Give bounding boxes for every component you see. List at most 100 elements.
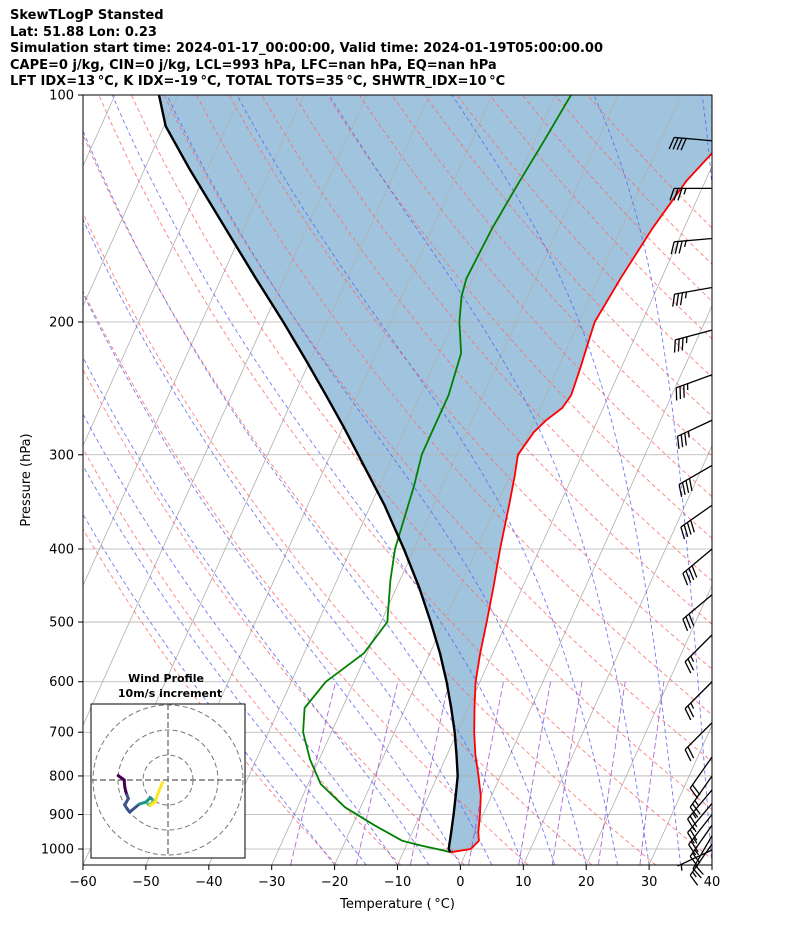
wind-barb-shaft <box>682 594 713 620</box>
isotherm-line <box>522 444 712 865</box>
wind-barb <box>682 594 713 632</box>
wind-barb-half-flag <box>690 655 695 663</box>
x-tick-label: 10 <box>515 875 532 890</box>
title-line-coords: Lat: 51.88 Lon: 0.23 <box>10 24 157 40</box>
wind-barb <box>678 464 713 498</box>
wind-barb-flag <box>676 137 683 151</box>
wind-barb-flag <box>677 188 683 201</box>
x-tick-label: −20 <box>321 875 348 890</box>
y-axis-label: Pressure (hPa) <box>19 433 34 526</box>
isotherm-line <box>460 304 712 865</box>
dry-adiabat <box>83 447 401 865</box>
wind-barb-shaft <box>676 374 713 389</box>
y-tick-label: 500 <box>49 616 74 631</box>
wind-barb-flag <box>685 570 692 583</box>
wind-barb-shaft <box>675 329 713 341</box>
wind-barb-shaft <box>684 634 713 663</box>
wind-barb <box>672 286 713 307</box>
wind-barb-half-flag <box>683 240 687 248</box>
wind-barb-half-flag <box>683 188 687 195</box>
wind-barb-flag <box>676 293 680 306</box>
isotherm-line <box>271 95 619 865</box>
wind-barb <box>682 548 713 586</box>
wind-barb-flag <box>688 478 693 492</box>
temperature-line <box>450 151 712 854</box>
y-tick-label: 600 <box>49 675 74 690</box>
wind-barb-shaft <box>684 722 713 751</box>
wind-barb <box>668 136 713 151</box>
y-tick-label: 1000 <box>41 843 74 858</box>
wind-barb-half-flag <box>690 702 695 709</box>
moist-adiabat <box>593 95 712 865</box>
wind-barb-flag <box>687 705 695 718</box>
wind-barb-half-flag <box>694 800 700 806</box>
isotherm-line <box>83 95 179 307</box>
wind-barb-flag <box>687 658 695 671</box>
wind-barb-shaft <box>689 756 713 789</box>
wind-barb-shaft <box>674 237 713 243</box>
wind-barb <box>675 374 713 401</box>
wind-barb-flag <box>687 746 695 759</box>
hodograph-plot <box>91 704 245 858</box>
wind-barb-flag <box>681 482 686 496</box>
x-tick-label: −40 <box>195 875 222 890</box>
wind-barb <box>689 775 713 818</box>
wind-barb-flag <box>670 241 675 255</box>
wind-barb-flag <box>687 818 695 831</box>
mixing-ratio-line <box>409 681 450 865</box>
y-tick-label: 400 <box>49 542 74 557</box>
y-tick-label: 100 <box>49 89 74 104</box>
wind-barb-flag <box>678 484 683 498</box>
title-line-station: SkewTLogP Stansted <box>10 8 164 23</box>
wind-barb-flag <box>669 188 675 201</box>
moist-adiabat <box>83 218 493 865</box>
wind-barb <box>689 756 713 799</box>
title-line-indices-1: CAPE=0 j/kg, CIN=0 j/kg, LCL=993 hPa, LF… <box>10 57 497 73</box>
wind-barb-shaft <box>678 464 713 486</box>
moist-adiabat <box>111 95 556 865</box>
wind-barb <box>669 187 712 201</box>
hodograph-segment <box>155 781 164 797</box>
wind-barb-flag <box>691 565 698 578</box>
x-tick-label: 30 <box>641 875 658 890</box>
hodograph-segment <box>128 802 141 814</box>
isotherm-line <box>648 724 712 865</box>
hodograph-title: Wind Profile <box>128 672 204 685</box>
moist-adiabat <box>451 95 681 865</box>
isotherm-line <box>83 95 242 447</box>
x-tick-label: −30 <box>258 875 285 890</box>
wind-barb <box>680 504 713 540</box>
wind-barb-flag <box>694 864 704 875</box>
wind-barb-flag <box>668 137 675 150</box>
dry-adiabat <box>83 290 529 865</box>
wind-barb-half-flag <box>691 871 697 878</box>
isotherm-line <box>83 95 367 727</box>
wind-barb-flag <box>688 844 697 856</box>
y-tick-label: 200 <box>49 315 74 330</box>
wind-barb-half-flag <box>692 837 698 844</box>
moist-adiabat <box>83 129 524 865</box>
wind-barb <box>684 722 713 762</box>
wind-barb-flag <box>676 436 680 449</box>
wind-barb-flag <box>691 784 701 796</box>
wind-barb-shaft <box>680 504 713 528</box>
wind-barb-flag <box>692 868 702 879</box>
x-tick-label: −10 <box>384 875 411 890</box>
parcel-line <box>157 95 459 853</box>
isotherm-line <box>775 95 794 865</box>
wind-barb <box>673 329 713 353</box>
dry-adiabat <box>293 95 712 582</box>
x-tick-label: 40 <box>704 875 721 890</box>
dry-adiabat <box>83 528 338 865</box>
wind-barb <box>684 634 713 674</box>
moist-adiabat <box>83 292 461 865</box>
wind-barb <box>676 419 713 449</box>
dry-adiabat <box>83 368 465 865</box>
wind-barb-shaft <box>674 136 713 142</box>
x-tick-label: −60 <box>69 875 96 890</box>
y-tick-label: 300 <box>49 448 74 463</box>
mixing-ratio-line <box>551 681 583 865</box>
wind-barb-flag <box>680 434 684 448</box>
mixing-ratio-line <box>290 681 337 865</box>
